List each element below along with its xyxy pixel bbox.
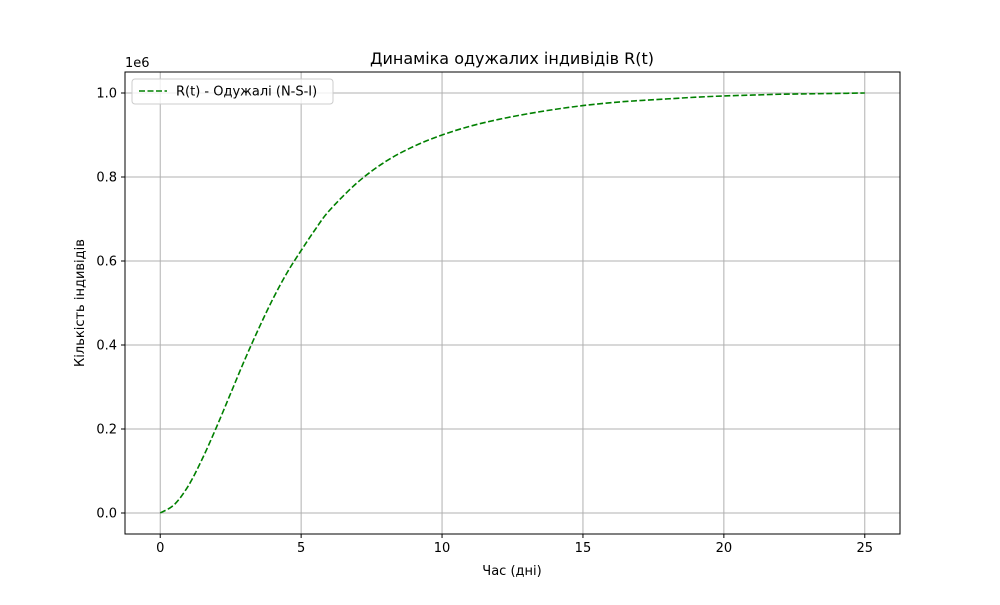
grid [125, 72, 900, 534]
y-tick-label: 0.4 [96, 339, 117, 354]
y-tick-label: 0.6 [96, 255, 117, 270]
series-line-recovered [159, 92, 865, 514]
x-tick-label: 5 [297, 541, 305, 556]
y-tick-label: 0.2 [96, 423, 117, 438]
series-layer [159, 92, 865, 514]
plot-area-frame [124, 71, 901, 535]
x-tick-label: 0 [156, 541, 164, 556]
y-tick-label: 0.0 [96, 507, 117, 522]
legend: R(t) - Одужалі (N-S-I) [131, 78, 334, 105]
legend-label: R(t) - Одужалі (N-S-I) [176, 85, 317, 100]
y-tick-label: 1.0 [96, 87, 117, 102]
ticks: 0 5 10 15 20 25 0.0 0.2 0.4 0.6 0.8 1.0 [96, 87, 873, 557]
chart-title: Динаміка одужалих індивідів R(t) [370, 49, 654, 68]
legend-box [131, 78, 334, 105]
x-axis-label: Час (дні) [482, 564, 541, 579]
x-tick-label: 25 [856, 541, 873, 556]
y-axis-label: Кількість індивідів [73, 239, 88, 367]
x-tick-label: 15 [575, 541, 592, 556]
x-tick-label: 20 [716, 541, 733, 556]
y-tick-label: 0.8 [96, 171, 117, 186]
y-axis-offset-label: 1e6 [125, 56, 150, 71]
x-tick-label: 10 [434, 541, 451, 556]
